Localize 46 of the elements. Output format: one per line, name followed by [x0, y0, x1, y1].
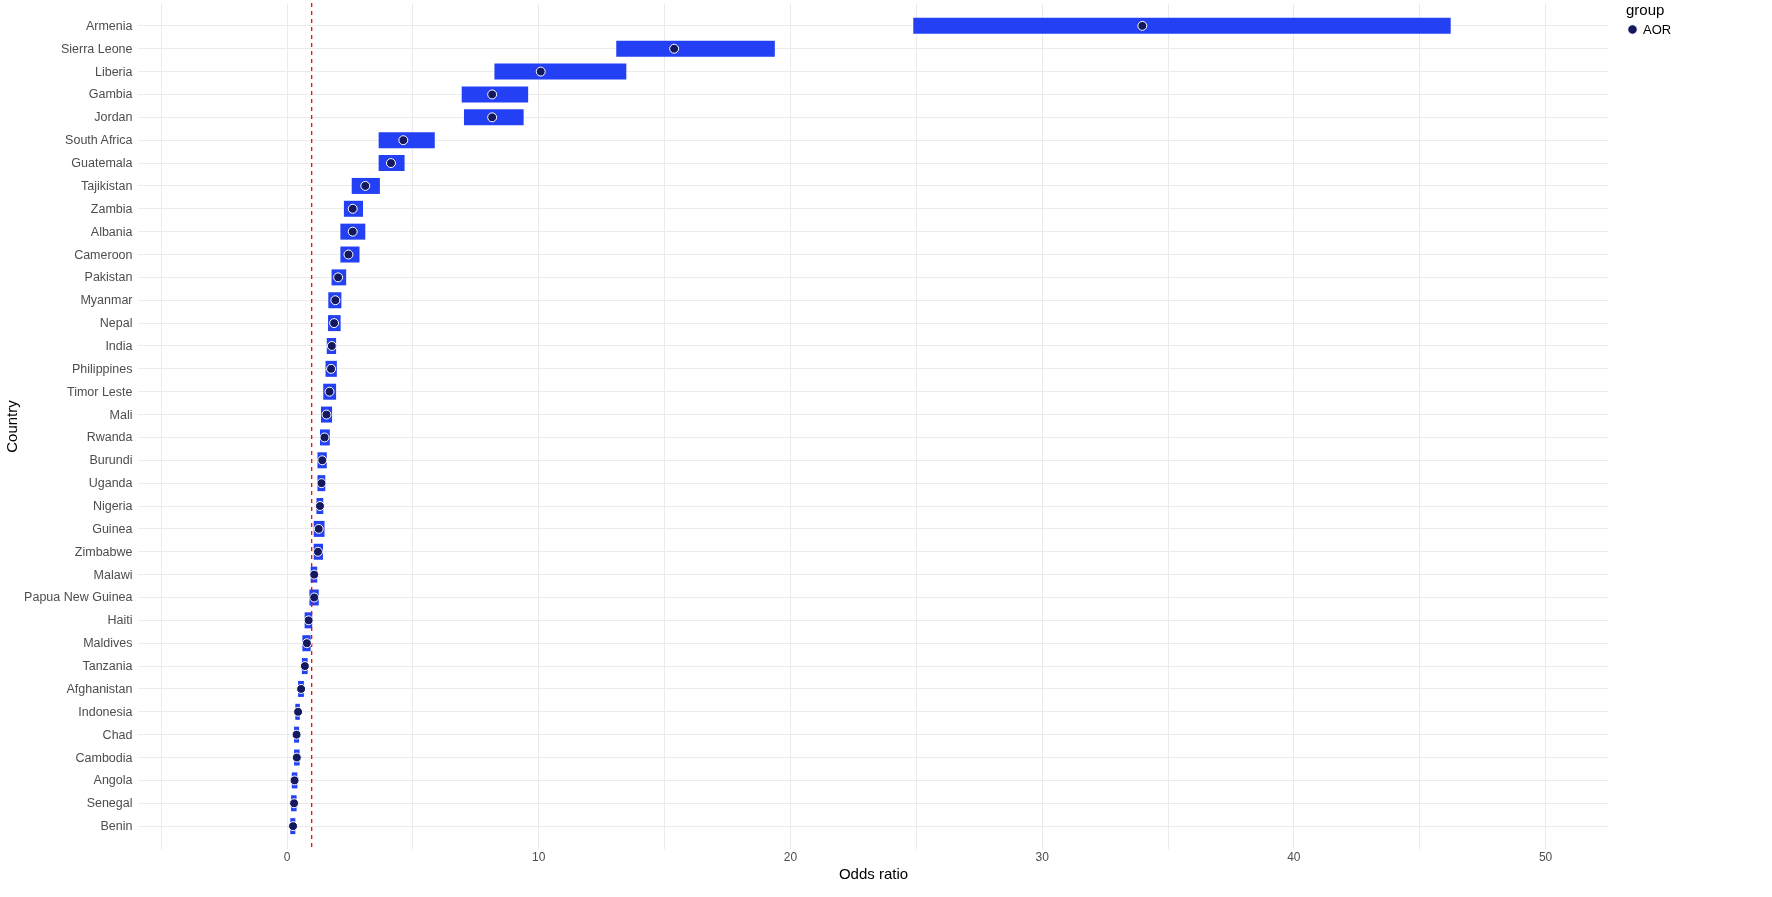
- legend-title: group: [1626, 1, 1665, 18]
- y-tick-label: Albania: [90, 224, 133, 239]
- y-axis-title: Country: [3, 399, 21, 453]
- x-tick-label: 10: [532, 849, 546, 864]
- y-tick-label: Jordan: [94, 110, 133, 125]
- y-tick-label: Afghanistan: [66, 681, 133, 696]
- y-tick-label: Pakistan: [84, 270, 133, 285]
- y-tick-label: Maldives: [83, 636, 133, 651]
- y-tick-label: Uganda: [88, 476, 133, 491]
- y-tick-label: Timor Leste: [66, 384, 133, 399]
- y-tick-label: India: [105, 338, 133, 353]
- y-tick-label: Benin: [100, 819, 133, 834]
- y-tick-label: Sierra Leone: [60, 41, 133, 56]
- y-tick-label: Armenia: [85, 18, 133, 33]
- y-tick-label: Mali: [109, 407, 133, 422]
- y-tick-label: Myanmar: [80, 293, 133, 308]
- y-tick-label: Gambia: [88, 87, 133, 102]
- y-tick-label: Zambia: [90, 201, 133, 216]
- y-tick-label: Philippines: [72, 361, 133, 376]
- y-tick-label: Haiti: [107, 613, 133, 628]
- y-tick-label: Zimbabwe: [74, 544, 133, 559]
- x-tick-label: 0: [283, 849, 291, 864]
- y-tick-label: Cambodia: [75, 750, 133, 765]
- y-tick-label: Burundi: [89, 453, 133, 468]
- y-tick-label: South Africa: [65, 133, 133, 148]
- y-tick-label: Angola: [93, 773, 133, 788]
- y-tick-label: Guinea: [92, 521, 133, 536]
- x-tick-label: 30: [1035, 849, 1050, 864]
- y-tick-label: Chad: [102, 727, 133, 742]
- x-axis-title: Odds ratio: [838, 864, 909, 882]
- y-tick-label: Indonesia: [78, 704, 133, 719]
- x-tick-label: 50: [1538, 849, 1553, 864]
- y-tick-label: Senegal: [86, 796, 133, 811]
- y-tick-label: Nigeria: [92, 499, 133, 514]
- y-tick-label: Tajikistan: [81, 178, 133, 193]
- x-tick-label: 20: [783, 849, 798, 864]
- y-tick-label: Guatemala: [71, 156, 133, 171]
- y-tick-label: Papua New Guinea: [24, 590, 133, 605]
- y-tick-label: Liberia: [94, 64, 133, 79]
- x-tick-label: 40: [1287, 849, 1301, 864]
- y-tick-label: Nepal: [99, 316, 133, 331]
- y-tick-label: Cameroon: [74, 247, 133, 262]
- legend-label: AOR: [1643, 21, 1672, 37]
- y-tick-label: Tanzania: [82, 659, 133, 674]
- y-tick-label: Rwanda: [86, 430, 133, 445]
- y-tick-label: Malawi: [93, 567, 133, 582]
